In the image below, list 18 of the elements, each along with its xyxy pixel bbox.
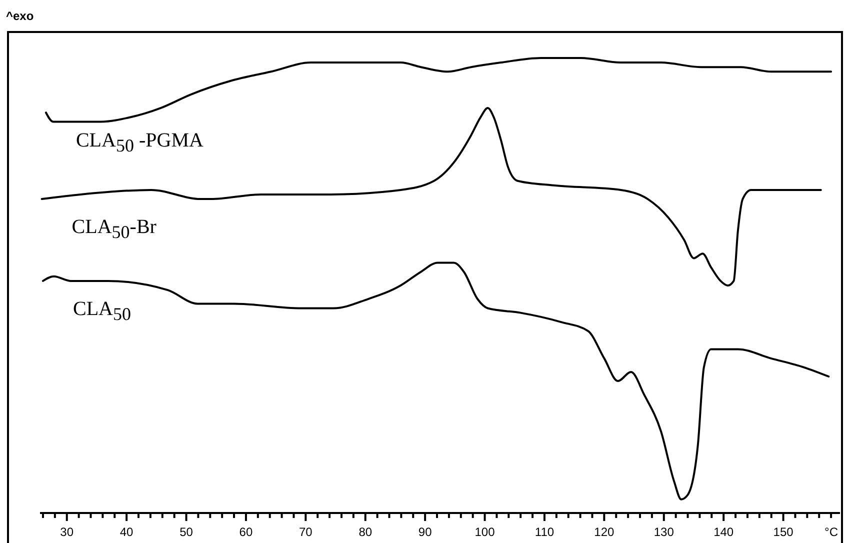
series-label: CLA$_{50}$-Br: [72, 216, 157, 242]
x-tick-label: 70: [298, 525, 313, 539]
x-tick-label: 130: [654, 525, 674, 539]
x-tick-label: 100: [474, 525, 496, 539]
x-tick-label: 50: [180, 525, 194, 539]
x-axis-title: °C: [824, 525, 838, 539]
x-tick-label: 120: [594, 525, 615, 539]
series-label: CLA$_{50}$: [72, 298, 131, 324]
x-tick-label: 140: [714, 525, 734, 539]
x-tick-label: 80: [358, 525, 372, 539]
y-axis-title: ^exo: [6, 9, 34, 23]
series-label: CLA$_{50}$ -PGMA: [76, 130, 204, 156]
x-tick-label: 30: [60, 525, 74, 539]
x-tick-label: 110: [534, 525, 554, 539]
x-tick-label: 40: [120, 525, 134, 539]
x-tick-label: 150: [773, 525, 794, 539]
x-tick-label: 90: [418, 525, 432, 539]
x-tick-label: 60: [239, 525, 253, 539]
